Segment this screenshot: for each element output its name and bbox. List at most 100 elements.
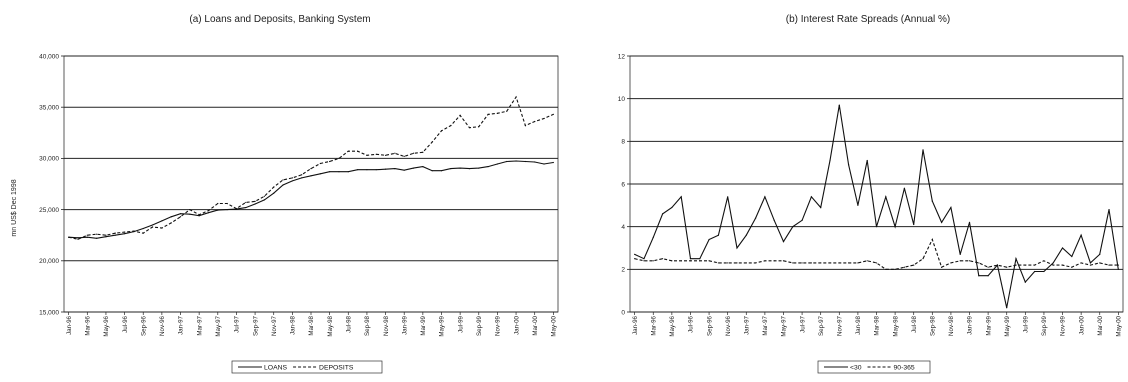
chart-b-data-point	[727, 262, 729, 264]
chart-a-data-point	[170, 222, 172, 224]
chart-a-data-point	[207, 210, 210, 212]
chart-b-data-point	[727, 196, 729, 198]
chart-a-data-point	[77, 238, 79, 240]
chart-b-series-line-30	[634, 105, 1119, 308]
chart-a-data-point	[329, 171, 331, 173]
chart-b-data-point	[894, 268, 896, 270]
chart-a-data-point	[151, 226, 154, 228]
chart-a-xtick-label: Jul-97	[234, 315, 241, 332]
chart-a-data-point	[366, 169, 368, 171]
chart-b-data-point	[1071, 255, 1073, 258]
chart-a-data-point	[245, 201, 247, 204]
chart-b-data-point	[968, 221, 971, 223]
chart-b-xtick-label: Jan-96	[632, 315, 639, 334]
chart-b-data-point	[754, 217, 757, 219]
chart-b-data-point	[680, 196, 682, 198]
chart-b-series-line-90-365	[634, 238, 1119, 270]
chart-b-data-point	[1043, 270, 1045, 273]
chart-a-xtick-label: Mar-99	[420, 315, 427, 335]
chart-b-data-point	[764, 196, 766, 198]
chart-b-data-point	[838, 104, 840, 106]
chart-a-xtick-label: Jan-00	[513, 315, 520, 334]
chart-b-data-point	[1015, 258, 1017, 260]
chart-a-data-point	[478, 126, 480, 128]
chart-b-legend-label: <30	[850, 364, 862, 371]
chart-a-data-point	[207, 212, 210, 214]
chart-a-data-point	[534, 120, 536, 123]
chart-b-data-point	[820, 262, 822, 264]
chart-a-data-point	[226, 202, 228, 205]
chart-a-data-point	[552, 161, 554, 164]
chart-a-data-point	[515, 96, 517, 98]
chart-a-data-point	[524, 160, 526, 163]
chart-b-data-point	[978, 275, 980, 277]
chart-a-data-point	[114, 234, 116, 236]
chart-b-data-point	[773, 260, 775, 262]
chart-b-data-point	[708, 260, 710, 262]
chart-b-xtick-label: Sep-99	[1041, 315, 1048, 336]
chart-a-data-point	[310, 168, 312, 170]
chart-a-data-point	[534, 161, 536, 163]
chart-a-data-point	[105, 236, 107, 238]
chart-a-data-point	[86, 236, 88, 238]
chart-b-xtick-label: Jul-98	[911, 315, 918, 332]
chart-b-data-point	[1099, 253, 1101, 255]
chart-a-data-point	[217, 209, 219, 211]
chart-a-data-point	[301, 174, 303, 176]
chart-b-data-point	[931, 238, 933, 241]
chart-a-data-point	[347, 150, 349, 152]
chart-b-data-point	[661, 213, 664, 215]
chart-b-xtick-label: Sep-97	[818, 315, 825, 336]
chart-b-data-point	[1015, 264, 1017, 266]
chart-b-data-point	[978, 262, 980, 264]
chart-a-data-point	[496, 163, 499, 165]
chart-b-data-point	[838, 262, 840, 264]
chart-a-xtick-label: Jul-98	[345, 315, 352, 332]
chart-a-data-point	[422, 165, 424, 168]
chart-a-data-point	[133, 230, 135, 232]
chart-a-data-point	[123, 231, 126, 233]
chart-a-data-point	[96, 237, 98, 239]
chart-a-data-point	[263, 195, 265, 197]
chart-a-ylabel: mn US$ Dec 1998	[11, 179, 18, 236]
chart-a-data-point	[123, 233, 126, 235]
chart-a-title: (a) Loans and Deposits, Banking System	[189, 14, 370, 25]
chart-b-data-point	[643, 258, 645, 260]
chart-b-data-point	[801, 262, 803, 264]
chart-a-ytick-label: 20,000	[39, 258, 59, 265]
chart-b-data-point	[903, 187, 906, 189]
chart-a-xtick-label: Mar-96	[85, 315, 92, 335]
chart-a-xtick-label: Nov-97	[271, 315, 278, 336]
chart-a-ytick-label: 30,000	[39, 156, 59, 163]
chart-b-data-point	[885, 196, 887, 198]
chart-a-ytick-label: 15,000	[39, 309, 59, 316]
chart-a-xtick-label: Jan-96	[66, 315, 73, 334]
chart-b-data-point	[885, 268, 887, 270]
chart-b-legend-label: 90-365	[894, 364, 915, 371]
chart-b-data-point	[987, 275, 989, 277]
chart-b-ytick-label: 12	[618, 53, 626, 60]
chart-b-xtick-label: Mar-98	[874, 315, 881, 335]
chart-a-data-point	[450, 168, 452, 170]
chart-a-xtick-label: May-00	[551, 315, 558, 336]
chart-b-data-point	[801, 219, 803, 221]
chart-b-data-point	[829, 262, 831, 264]
chart-b-xtick-label: Jul-99	[1023, 315, 1030, 332]
chart-b-xtick-label: Mar-99	[985, 315, 992, 335]
chart-b-data-point	[875, 262, 878, 264]
chart-b-data-point	[792, 262, 794, 264]
chart-b-data-point	[754, 262, 757, 264]
chart-b-data-point	[829, 159, 831, 162]
chart-a-data-point	[114, 232, 116, 234]
chart-a-xtick-label: Jan-97	[178, 315, 185, 334]
chart-b-data-point	[1089, 262, 1092, 264]
chart-b-data-point	[894, 226, 896, 228]
chart-b-xtick-label: Nov-96	[725, 315, 732, 336]
chart-b-data-point	[773, 219, 775, 221]
chart-b-data-point	[913, 223, 915, 226]
chart-b-xtick-label: Sep-98	[930, 315, 937, 336]
chart-a-xtick-label: Sep-96	[140, 315, 147, 336]
chart-b-data-point	[699, 260, 701, 262]
chart-b-xtick-label: May-99	[1004, 315, 1011, 336]
